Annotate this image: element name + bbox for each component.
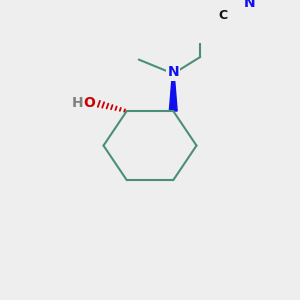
Text: H: H: [71, 96, 83, 110]
Text: N: N: [244, 0, 256, 10]
Text: C: C: [218, 9, 227, 22]
Polygon shape: [169, 74, 177, 111]
Text: O: O: [83, 96, 95, 110]
Text: N: N: [167, 65, 179, 80]
